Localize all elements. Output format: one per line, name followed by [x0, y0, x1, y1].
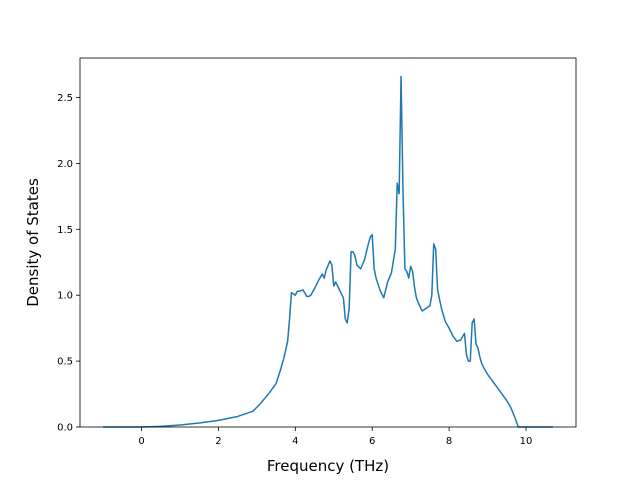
x-tick-label: 8	[446, 436, 452, 447]
y-tick-label: 2.5	[57, 93, 73, 104]
y-tick-label: 1.0	[57, 291, 73, 302]
x-tick-label: 10	[520, 436, 533, 447]
y-axis-label: Density of States	[24, 178, 42, 307]
y-tick-label: 0.0	[57, 423, 73, 434]
x-axis-label: Frequency (THz)	[267, 457, 389, 475]
dos-curve	[103, 75, 553, 428]
x-tick-label: 0	[138, 436, 144, 447]
x-axis-ticks: 0 2 4 6 8 10	[138, 427, 532, 447]
x-tick-label: 6	[369, 436, 375, 447]
y-tick-label: 0.5	[57, 357, 73, 368]
x-tick-label: 4	[292, 436, 298, 447]
x-tick-label: 2	[215, 436, 221, 447]
plot-frame	[79, 57, 577, 428]
y-tick-label: 1.5	[57, 225, 73, 236]
y-tick-label: 2.0	[57, 159, 73, 170]
y-axis-ticks: 0.0 0.5 1.0 1.5 2.0 2.5	[57, 93, 80, 434]
